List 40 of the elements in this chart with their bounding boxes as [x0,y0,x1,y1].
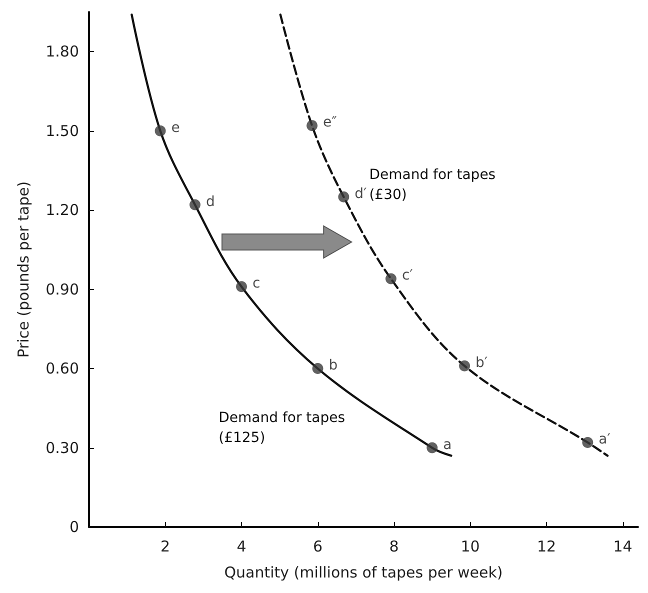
series-label: Demand for tapes (£30) [369,167,496,204]
y-tick-label: 0.90 [46,280,79,298]
annotation: c [252,276,260,292]
point [385,273,396,284]
line-series [130,14,452,457]
annotation: d′ [354,186,367,202]
point [190,199,200,210]
y-tick-label: 1.20 [46,201,79,220]
x-axis-title: Quantity (millions of tapes per week) [224,564,503,582]
annotation: b′ [476,354,488,371]
x-tick-label: 14 [613,538,632,556]
point [582,436,594,448]
annotation: d [206,194,215,210]
y-tick-label: 1.50 [46,122,79,140]
y-axis-title: Price (pounds per tape) [14,181,32,358]
point [426,442,438,454]
x-tick-label: 10 [460,538,480,556]
annotation: b [328,358,338,374]
series-label: Demand for tapes (£125) [218,410,346,446]
annotation: a′ [598,431,610,448]
point [459,360,470,372]
x-tick-label: 2 [160,538,170,556]
annotation: a [443,436,452,453]
annotation: e″ [323,114,337,131]
x-tick-label: 8 [389,538,399,556]
y-tick-label: 0.30 [46,438,79,457]
point [312,363,324,374]
y-tick-label: 0 [69,518,79,536]
x-tick-label: 4 [236,538,246,556]
annotation: c′ [402,268,413,284]
x-tick-label: 6 [312,538,323,556]
point [306,120,318,132]
y-tick-label: 1.80 [46,42,79,61]
point [154,125,166,136]
line-series [279,14,609,457]
point [338,191,350,202]
x-tick-label: 12 [536,538,556,556]
y-tick-label: 0.60 [46,360,79,378]
annotation: e [171,120,180,136]
point [236,281,247,292]
